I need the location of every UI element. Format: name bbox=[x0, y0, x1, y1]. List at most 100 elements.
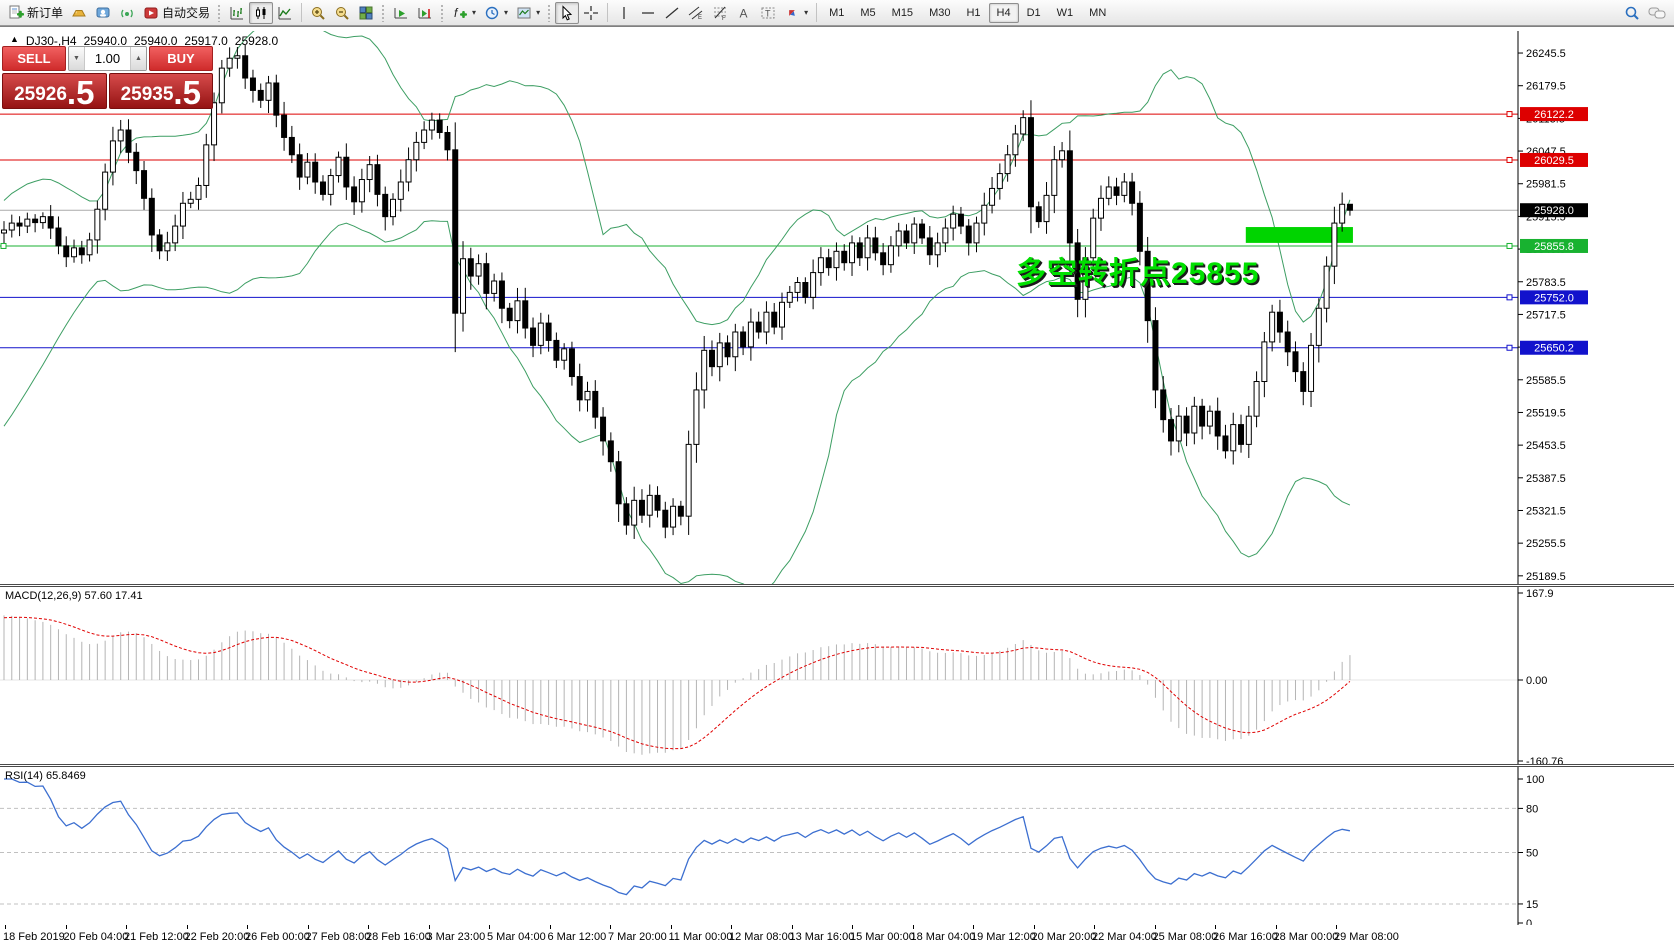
turning-point-annotation: 多空转折点25855 bbox=[1016, 257, 1260, 290]
zoom-in-icon bbox=[312, 6, 325, 20]
time-label: 29 Mar 08:00 bbox=[1334, 931, 1399, 943]
equidistant-channel-button[interactable]: E bbox=[684, 2, 708, 24]
timeframe-button-h4[interactable]: H4 bbox=[988, 2, 1019, 23]
svg-text:25585.5: 25585.5 bbox=[1526, 375, 1566, 387]
timeframe-button-mn[interactable]: MN bbox=[1089, 6, 1107, 19]
time-tick bbox=[549, 925, 551, 929]
channel-icon: E bbox=[688, 6, 703, 21]
volume-stepper: ▼ ▲ bbox=[68, 46, 147, 71]
volume-decrease-button[interactable]: ▼ bbox=[69, 47, 85, 70]
new-order-button[interactable]: 新订单 bbox=[4, 2, 67, 24]
svg-text:25752.0: 25752.0 bbox=[1534, 292, 1574, 304]
timeframe-button-w1[interactable]: W1 bbox=[1056, 6, 1074, 19]
sell-price-frac: .5 bbox=[66, 74, 95, 111]
buy-price-display[interactable]: 25935 .5 bbox=[108, 73, 213, 109]
cursor-icon bbox=[562, 4, 573, 20]
horizontal-line-button[interactable] bbox=[636, 2, 660, 24]
main-chart-pane[interactable]: 26245.526179.526113.526047.525981.525915… bbox=[0, 31, 1596, 584]
time-tick bbox=[670, 925, 672, 929]
sell-button[interactable]: SELL bbox=[2, 46, 66, 71]
symbol-collapse-icon[interactable]: ▲ bbox=[10, 34, 19, 44]
crosshair-icon bbox=[584, 5, 599, 20]
arrows-button[interactable]: ▾ bbox=[780, 2, 812, 24]
bar-chart-button[interactable] bbox=[225, 2, 249, 24]
toolbar-grip bbox=[547, 3, 553, 22]
fibonacci-icon: F bbox=[714, 6, 727, 21]
svg-text:25321.5: 25321.5 bbox=[1526, 505, 1566, 517]
time-tick bbox=[489, 925, 490, 929]
vertical-line-button[interactable] bbox=[612, 2, 636, 24]
svg-text:100: 100 bbox=[1526, 774, 1544, 786]
community-icon bbox=[96, 7, 110, 17]
volume-input[interactable] bbox=[85, 47, 130, 70]
buy-button[interactable]: BUY bbox=[149, 46, 213, 71]
svg-text:T: T bbox=[765, 8, 771, 18]
candlestick-button[interactable] bbox=[249, 1, 274, 24]
rsi-pane[interactable]: 100 80 50 15 0 bbox=[0, 767, 1596, 925]
zoom-in-button[interactable] bbox=[306, 2, 330, 24]
trendline-button[interactable] bbox=[660, 2, 684, 24]
svg-text:25928.0: 25928.0 bbox=[1534, 205, 1574, 217]
time-tick bbox=[1336, 925, 1337, 929]
time-label: 21 Feb 12:00 bbox=[124, 931, 189, 943]
time-label: 19 Mar 12:00 bbox=[971, 931, 1036, 943]
time-tick bbox=[428, 925, 430, 929]
pane-splitter[interactable] bbox=[0, 764, 1674, 767]
timeframe-button-m1[interactable]: M1 bbox=[829, 6, 845, 19]
time-axis[interactable]: 18 Feb 2019 20 Feb 04:00 21 Feb 12:00 22 Fe… bbox=[0, 925, 1674, 948]
text-label-button[interactable]: T bbox=[756, 2, 780, 24]
chart-window: 26245.526179.526113.526047.525981.525915… bbox=[0, 26, 1674, 949]
auto-scroll-button[interactable] bbox=[389, 2, 413, 24]
time-label: 22 Feb 20:00 bbox=[184, 931, 250, 943]
timeframe-button-h1[interactable]: H1 bbox=[966, 6, 981, 19]
toolbar-grip bbox=[381, 3, 387, 22]
fibonacci-button[interactable]: F bbox=[708, 2, 732, 24]
crosshair-button[interactable] bbox=[579, 2, 603, 24]
svg-text:167.9: 167.9 bbox=[1526, 588, 1554, 600]
time-tick bbox=[731, 925, 732, 929]
time-label: 20 Feb 04:00 bbox=[63, 931, 129, 943]
text-button[interactable]: A bbox=[732, 2, 756, 24]
tile-windows-button[interactable] bbox=[354, 2, 378, 24]
ohlc-close: 25928.0 bbox=[234, 34, 279, 48]
sell-price-main: 25926 bbox=[14, 84, 67, 105]
macd-pane[interactable]: 167.9 0.00 -160.76 bbox=[0, 587, 1596, 764]
toolbar-separator bbox=[301, 3, 303, 22]
time-label: 26 Mar 16:00 bbox=[1213, 931, 1278, 943]
cursor-button[interactable] bbox=[555, 1, 580, 24]
timeframe-button-d1[interactable]: D1 bbox=[1026, 6, 1041, 19]
signals-button[interactable] bbox=[115, 2, 139, 24]
chart-shift-button[interactable] bbox=[413, 2, 437, 24]
time-tick bbox=[610, 925, 611, 929]
macd-label: MACD(12,26,9) 57.60 17.41 bbox=[5, 590, 143, 602]
auto-scroll-icon bbox=[394, 7, 408, 18]
sell-price-display[interactable]: 25926 .5 bbox=[2, 73, 107, 109]
community-button[interactable] bbox=[91, 2, 115, 24]
time-label: 13 Mar 16:00 bbox=[789, 931, 855, 943]
timeframe-button-m5[interactable]: M5 bbox=[860, 6, 876, 19]
text-label-icon: T bbox=[761, 7, 775, 18]
templates-button[interactable]: ▾ bbox=[512, 2, 544, 24]
new-order-icon bbox=[9, 5, 24, 18]
timeframe-button-m30[interactable]: M30 bbox=[929, 6, 951, 19]
volume-increase-button[interactable]: ▲ bbox=[130, 47, 146, 70]
ohlc-high: 25940.0 bbox=[134, 34, 178, 48]
time-tick bbox=[1154, 925, 1156, 929]
market-button[interactable] bbox=[67, 2, 91, 24]
time-label: 27 Feb 08:00 bbox=[305, 931, 371, 943]
vertical-line-icon bbox=[623, 6, 625, 19]
template-icon bbox=[517, 7, 531, 18]
periodicity-button[interactable]: ▾ bbox=[480, 2, 512, 24]
zoom-out-button[interactable] bbox=[330, 2, 354, 24]
autotrading-icon bbox=[144, 7, 158, 18]
search-button[interactable] bbox=[1620, 2, 1644, 24]
time-label: 15 Mar 00:00 bbox=[850, 931, 915, 943]
time-tick bbox=[1215, 925, 1216, 929]
indicators-button[interactable]: f ▾ bbox=[448, 2, 480, 24]
autotrading-button[interactable]: 自动交易 bbox=[139, 2, 214, 24]
chat-button[interactable] bbox=[1644, 2, 1670, 24]
pane-splitter[interactable] bbox=[0, 584, 1674, 587]
autotrading-label: 自动交易 bbox=[162, 6, 211, 20]
timeframe-button-m15[interactable]: M15 bbox=[891, 6, 914, 19]
line-chart-button[interactable] bbox=[273, 2, 297, 24]
